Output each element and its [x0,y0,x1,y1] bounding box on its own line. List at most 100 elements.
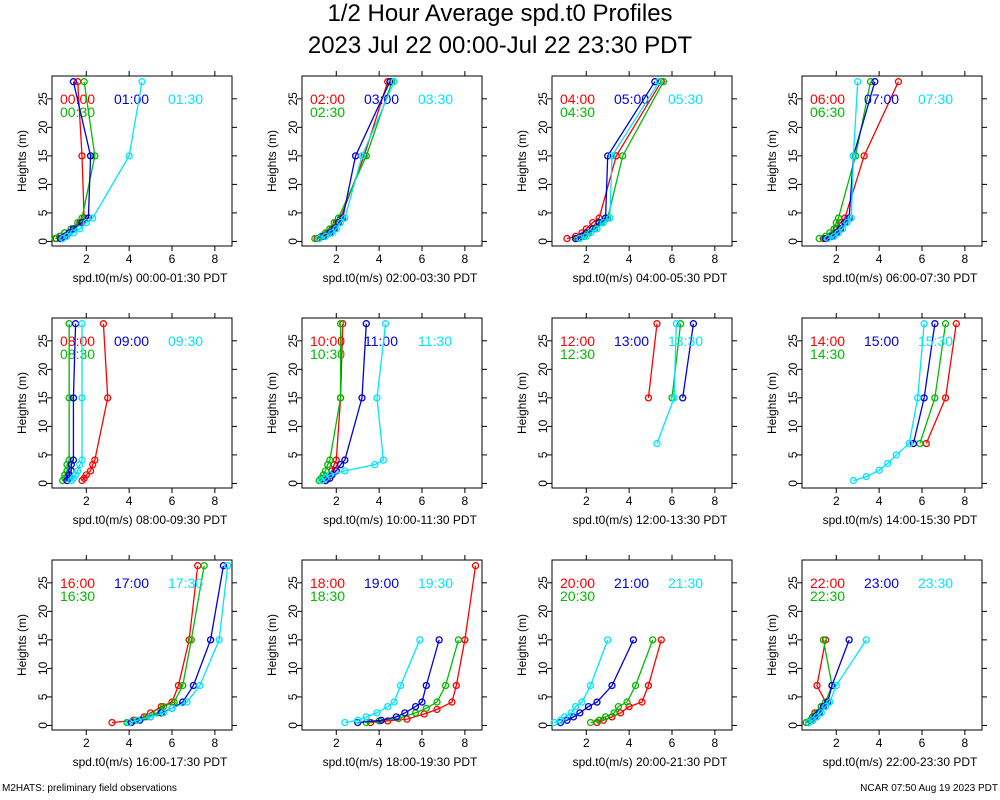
y-tick-label: 15 [286,391,300,405]
data-point [595,716,603,724]
data-point [125,152,133,160]
legend-label: 11:30 [418,333,452,349]
data-point [341,456,349,464]
data-point [830,232,838,240]
panel-11: 2 4 6 8 0 5 10 15 20 25 spd.t0(m/s) 20:00-21:30 PD… [515,555,737,769]
data-point [390,698,398,706]
x-tick-label: 8 [212,252,219,266]
data-point [659,78,668,86]
y-tick-label: 20 [36,604,50,618]
data-point [584,702,593,711]
data-point [170,698,178,706]
data-point [828,681,836,690]
data-point [86,467,95,475]
data-point [571,702,580,711]
data-point [561,713,569,721]
data-point [321,232,330,240]
series-line-0730 [827,81,859,240]
y-axis-label: Heights (m) [15,372,29,434]
legend-label: 01:30 [168,91,203,107]
y-tick-label: 10 [786,177,800,191]
x-tick-label: 4 [376,494,383,508]
data-point [649,636,657,644]
x-axis-label: spd.t0(m/s) 04:00-05:30 PDT [573,271,728,285]
data-point [894,78,903,86]
legend-label: 02:00 [310,91,345,107]
y-tick-label: 25 [536,334,550,348]
y-tick-label: 10 [36,177,50,191]
data-point [326,456,334,464]
y-tick-label: 25 [786,92,800,106]
data-point [187,636,195,644]
data-point [339,320,347,328]
data-point [390,78,398,86]
data-point [411,702,420,711]
y-tick-label: 25 [536,576,550,590]
legend-label: 08:30 [60,346,95,362]
y-tick-label: 0 [536,722,550,729]
data-point [422,681,430,690]
data-point [593,225,601,233]
data-point [832,681,840,690]
y-tick-label: 15 [536,633,550,647]
x-tick-label: 2 [833,494,840,508]
y-tick-label: 20 [536,362,550,376]
panel-6: 2 4 6 8 0 5 10 15 20 25 spd.t0(m/s) 10:00-11:30 PD… [265,313,487,527]
x-tick-label: 8 [212,736,219,750]
legend-label: 13:30 [668,333,703,349]
series-line-0530 [579,81,660,240]
y-tick-label: 15 [286,149,300,163]
y-tick-label: 20 [786,604,800,618]
data-point [619,152,627,160]
legend-label: 09:30 [168,333,203,349]
data-point [604,152,612,160]
series-line-1130 [320,323,387,482]
plot-frame [51,317,233,489]
data-point [341,214,349,222]
data-point [311,234,319,243]
y-tick-label: 10 [286,419,300,433]
y-tick-label: 20 [36,362,50,376]
plot-frame [801,559,983,731]
y-axis-label: Heights (m) [15,130,29,192]
x-tick-label: 4 [126,252,133,266]
series-line-0100 [60,81,92,240]
plot-frame [301,317,483,489]
series-line-1430 [919,323,947,444]
series-line-1730 [128,565,229,724]
data-point [82,471,90,479]
data-point [91,456,99,464]
plot-frame [801,317,983,489]
legend-label: 10:30 [310,346,345,362]
legend-label: 05:00 [614,91,649,107]
y-tick-label: 25 [286,576,300,590]
y-tick-label: 5 [536,693,550,700]
y-tick-label: 0 [36,480,50,487]
legend-label: 12:00 [560,333,595,349]
data-point [586,681,595,690]
x-tick-label: 2 [83,494,90,508]
data-point [809,716,817,724]
y-tick-label: 0 [286,722,300,729]
data-point [595,218,603,227]
legend-label: 19:00 [364,575,399,591]
series-line-2100 [560,639,635,724]
data-point [174,681,183,690]
legend-label: 18:00 [310,575,345,591]
data-point [821,702,830,711]
series-line-1400 [925,323,957,444]
data-point [215,636,223,644]
data-point [78,394,86,402]
data-point [78,456,86,464]
x-tick-label: 6 [419,494,426,508]
data-point [332,225,340,233]
data-point [599,218,608,227]
data-point [826,698,834,706]
footer-right: NCAR 07:50 Aug 19 2023 PDT [860,783,998,794]
legend-label: 06:00 [810,91,845,107]
x-tick-label: 6 [169,494,176,508]
x-tick-label: 4 [876,252,883,266]
data-point [604,636,612,644]
data-point [78,218,86,227]
data-point [196,681,204,690]
